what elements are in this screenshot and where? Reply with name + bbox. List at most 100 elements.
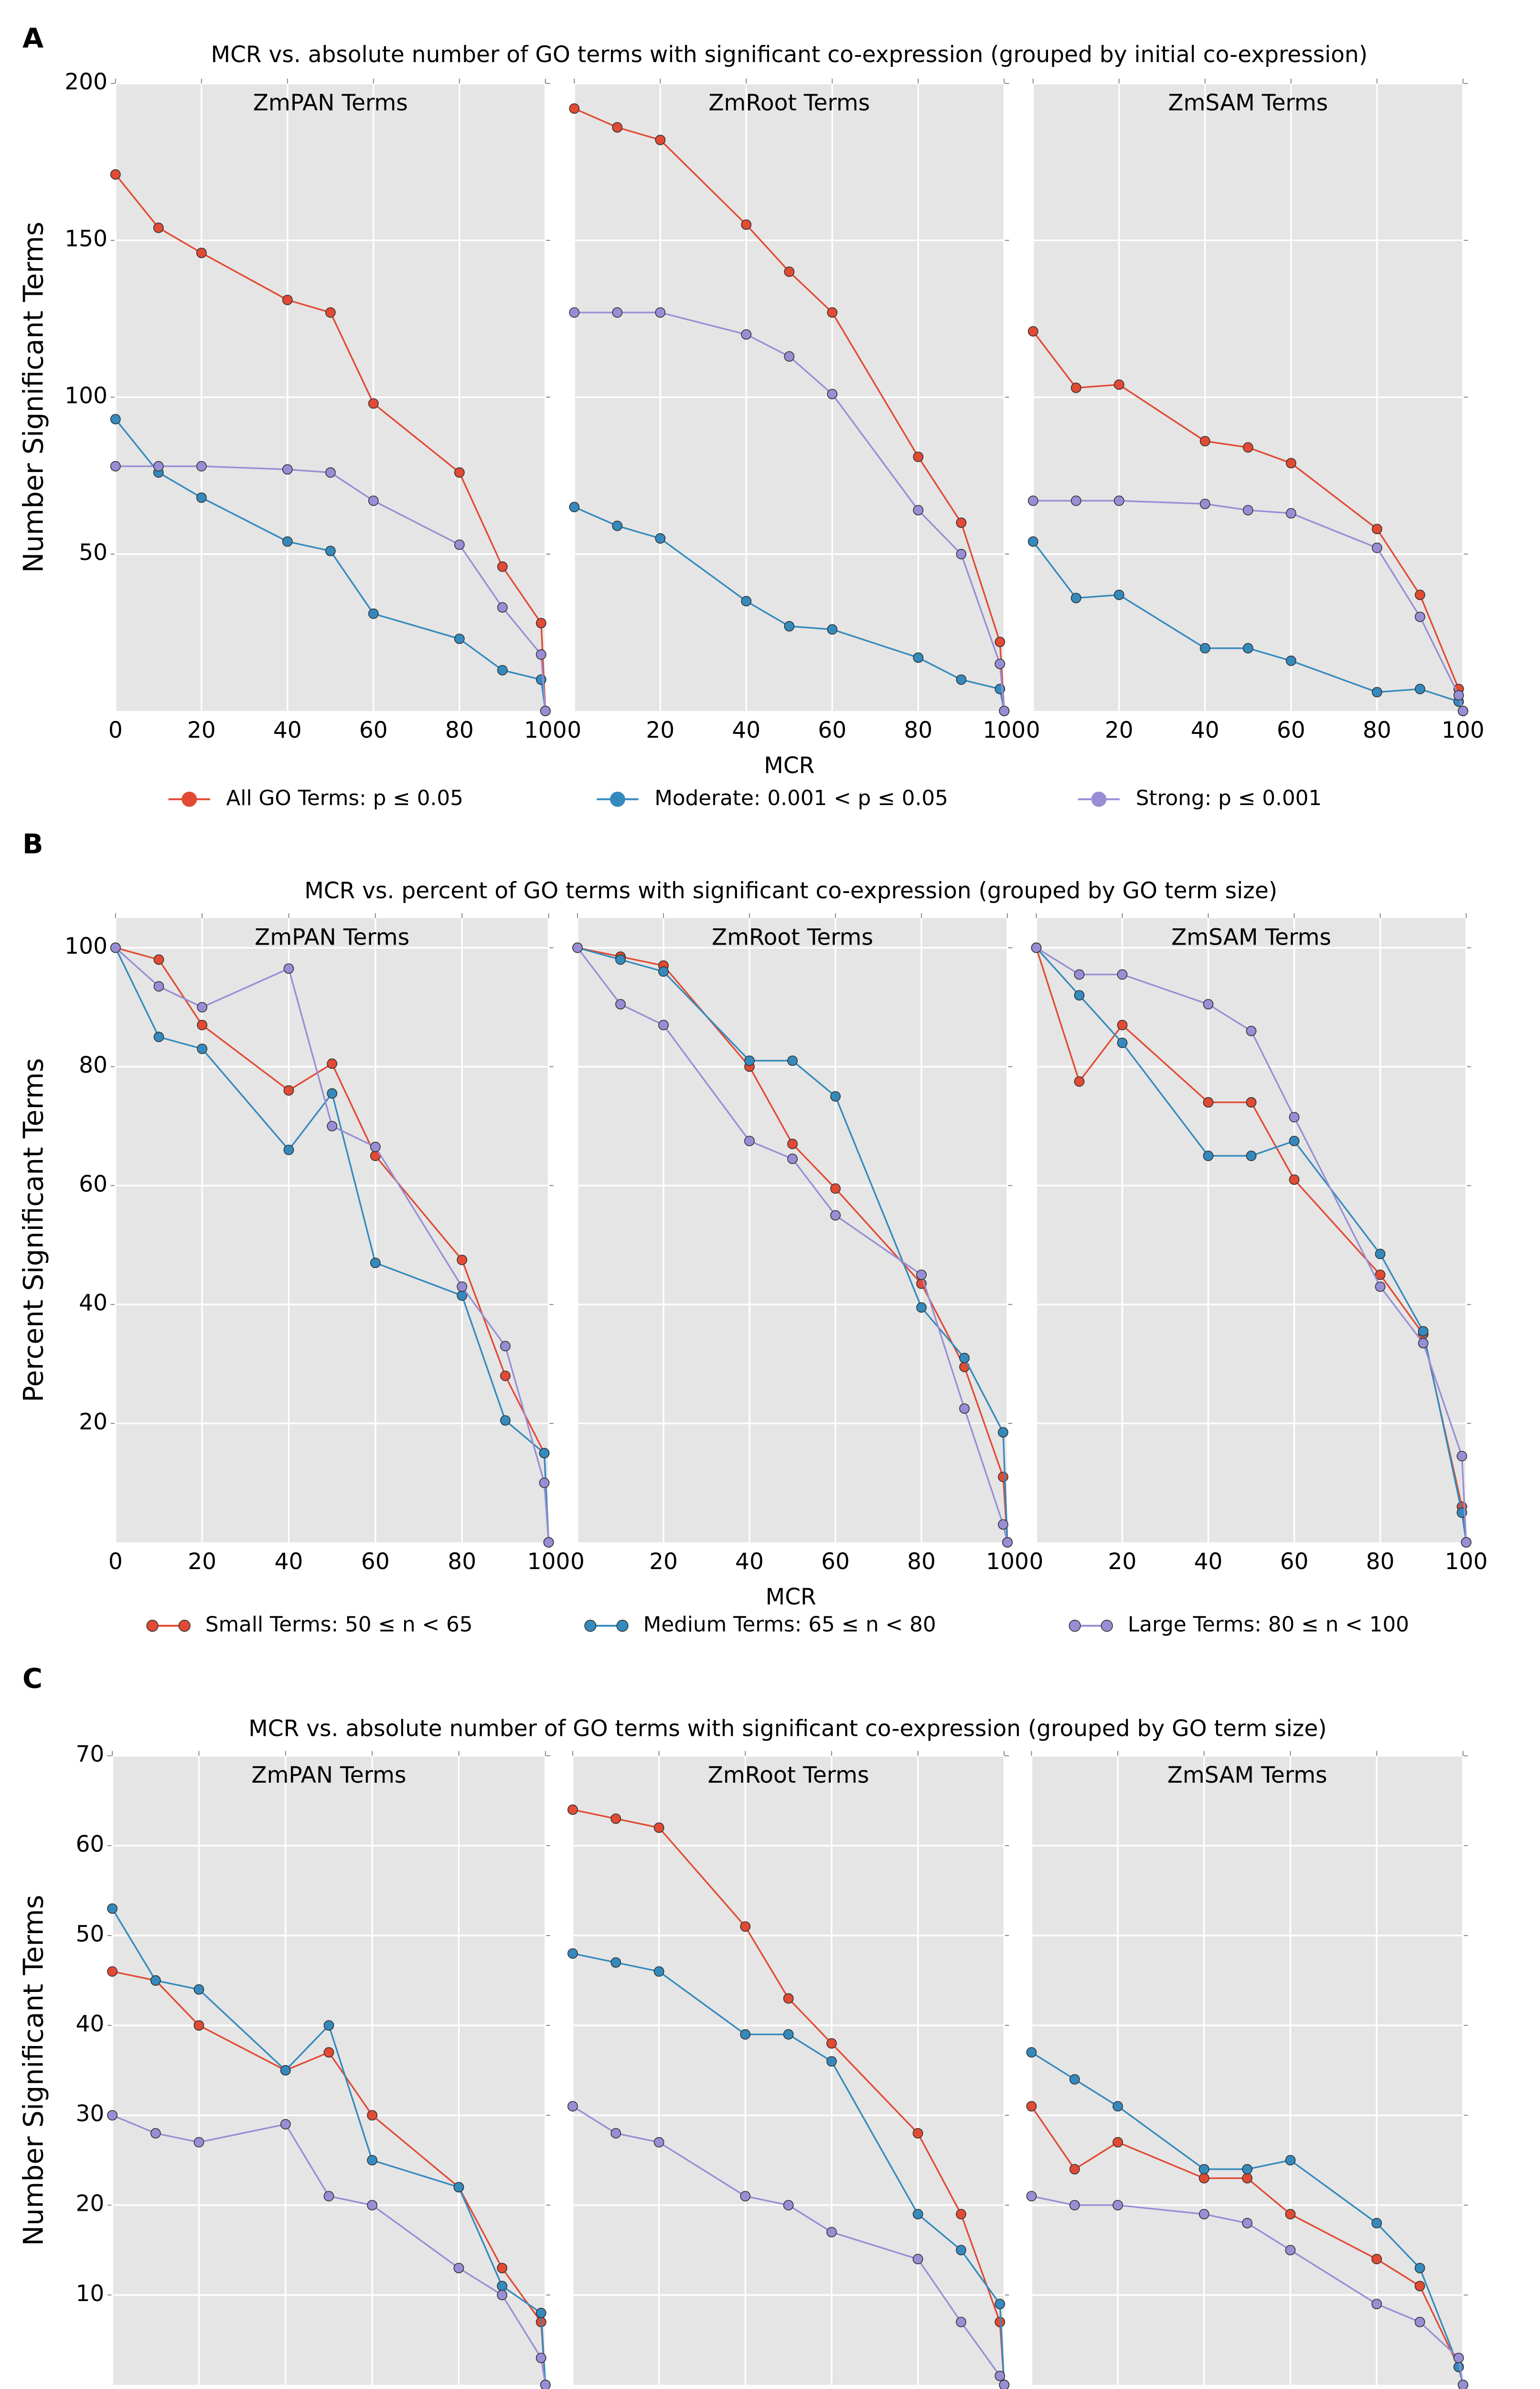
data-point bbox=[1198, 2173, 1209, 2184]
data-point bbox=[107, 1966, 118, 1977]
y-tick-label: 100 bbox=[64, 383, 107, 409]
series-line bbox=[577, 947, 1008, 1543]
plot-background bbox=[1036, 918, 1466, 1542]
legend-marker bbox=[610, 791, 625, 807]
data-point bbox=[197, 1044, 208, 1055]
data-point bbox=[196, 248, 207, 258]
data-point bbox=[110, 461, 121, 472]
data-point bbox=[830, 1183, 841, 1194]
data-point bbox=[367, 2155, 378, 2166]
data-point bbox=[1242, 2164, 1253, 2174]
data-point bbox=[540, 2379, 551, 2389]
data-point bbox=[368, 495, 379, 506]
data-point bbox=[500, 1370, 511, 1381]
data-point bbox=[610, 1813, 621, 1824]
data-point bbox=[655, 533, 666, 544]
data-point bbox=[787, 1139, 798, 1150]
y-tick-label: 150 bbox=[64, 226, 107, 252]
data-point bbox=[497, 2290, 508, 2301]
data-point bbox=[454, 467, 465, 478]
data-point bbox=[615, 954, 626, 965]
legend-label: All GO Terms: p ≤ 0.05 bbox=[226, 786, 463, 810]
legend-marker bbox=[584, 1620, 597, 1632]
data-point bbox=[916, 1302, 927, 1313]
data-point bbox=[1026, 2101, 1037, 2112]
data-point bbox=[1246, 1025, 1257, 1036]
x-tick-label: 60 bbox=[361, 1549, 390, 1575]
panel-letter: C bbox=[22, 1663, 43, 1694]
data-point bbox=[453, 2262, 464, 2273]
data-point bbox=[535, 674, 546, 685]
x-tick-label: 40 bbox=[273, 717, 302, 743]
data-point bbox=[741, 219, 752, 230]
data-point bbox=[653, 1966, 664, 1977]
data-point bbox=[1242, 2217, 1253, 2228]
x-tick-label: 20 bbox=[649, 1549, 678, 1575]
data-point bbox=[153, 981, 164, 992]
x-tick-label: 60 bbox=[359, 717, 388, 743]
data-point bbox=[153, 461, 164, 472]
subplot: 0 20 40 60 80 100 ZmSAM Terms bbox=[1029, 913, 1487, 1575]
legend-marker bbox=[178, 1620, 191, 1632]
data-point bbox=[110, 414, 121, 425]
data-point bbox=[1418, 1338, 1429, 1349]
subplot: 10203040506070020406080100ZmPAN Terms bbox=[75, 1741, 551, 2389]
data-point bbox=[959, 1353, 970, 1364]
data-point bbox=[1113, 379, 1124, 390]
data-point bbox=[1371, 2217, 1382, 2228]
subplot-title: ZmRoot Terms bbox=[708, 1762, 869, 1788]
series-line bbox=[1031, 2052, 1464, 2385]
data-point bbox=[1453, 690, 1464, 701]
x-tick-label: 80 bbox=[448, 1549, 476, 1575]
data-point bbox=[658, 1020, 669, 1031]
data-point bbox=[454, 634, 465, 644]
data-point bbox=[325, 546, 336, 557]
series-line bbox=[1036, 947, 1467, 1543]
x-tick-label: 0 bbox=[570, 1549, 585, 1575]
data-point bbox=[193, 2137, 204, 2148]
data-point bbox=[1113, 495, 1124, 506]
y-tick-label: 30 bbox=[75, 2101, 104, 2127]
data-point bbox=[497, 2262, 508, 2273]
data-point bbox=[783, 1993, 794, 2004]
x-tick-label: 20 bbox=[1108, 1549, 1137, 1575]
data-point bbox=[569, 307, 580, 318]
data-point bbox=[368, 398, 379, 409]
data-point bbox=[1242, 505, 1253, 516]
series-line bbox=[1033, 500, 1464, 711]
x-tick-label: 0 bbox=[1029, 1549, 1044, 1575]
x-tick-label: 80 bbox=[1363, 717, 1391, 743]
x-tick-label: 100 bbox=[986, 1549, 1029, 1575]
x-tick-label: 80 bbox=[904, 717, 932, 743]
data-point bbox=[740, 1921, 751, 1932]
y-tick-label: 20 bbox=[79, 1409, 107, 1435]
data-point bbox=[572, 942, 583, 953]
data-point bbox=[612, 122, 623, 133]
x-tick-label: 0 bbox=[108, 1549, 123, 1575]
x-tick-label: 100 bbox=[527, 1549, 570, 1575]
y-tick-label: 200 bbox=[64, 69, 107, 95]
data-point bbox=[1199, 643, 1210, 654]
data-point bbox=[658, 966, 669, 977]
data-point bbox=[282, 536, 293, 547]
data-point bbox=[370, 1141, 381, 1152]
data-point bbox=[1371, 2254, 1382, 2265]
data-point bbox=[956, 674, 967, 685]
data-point bbox=[740, 2191, 751, 2202]
series-line bbox=[115, 947, 550, 1543]
series-line bbox=[115, 419, 546, 711]
subplot: 0 20 40 60 80 100 ZmRoot Terms bbox=[567, 78, 1026, 743]
data-point bbox=[1453, 2353, 1464, 2363]
x-tick-label: 60 bbox=[1277, 717, 1305, 743]
data-point bbox=[196, 492, 207, 503]
data-point bbox=[367, 2200, 378, 2211]
data-point bbox=[153, 954, 164, 965]
subplot-title: ZmPAN Terms bbox=[255, 924, 409, 950]
data-point bbox=[956, 549, 967, 560]
data-point bbox=[368, 608, 379, 619]
subplot: 0 20 40 60 80 100 ZmSAM Terms bbox=[1026, 78, 1485, 743]
data-point bbox=[569, 502, 580, 513]
data-point bbox=[1198, 2164, 1209, 2174]
data-point bbox=[325, 467, 336, 478]
data-point bbox=[830, 1210, 841, 1221]
